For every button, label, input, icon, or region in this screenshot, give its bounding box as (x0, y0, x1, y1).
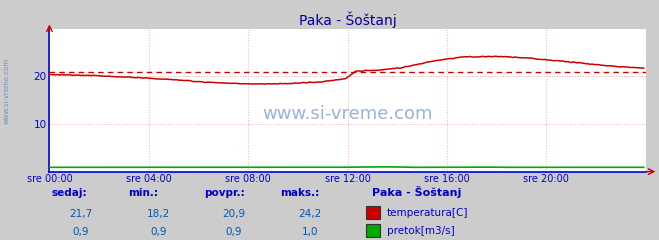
Text: 18,2: 18,2 (146, 209, 170, 219)
Text: min.:: min.: (129, 188, 159, 198)
Text: 0,9: 0,9 (150, 227, 167, 237)
Text: 24,2: 24,2 (298, 209, 322, 219)
Text: 20,9: 20,9 (222, 209, 246, 219)
Text: pretok[m3/s]: pretok[m3/s] (387, 226, 455, 236)
Text: maks.:: maks.: (280, 188, 320, 198)
Text: www.si-vreme.com: www.si-vreme.com (262, 106, 433, 123)
Text: 0,9: 0,9 (225, 227, 243, 237)
Text: Paka - Šoštanj: Paka - Šoštanj (372, 186, 462, 198)
Text: www.si-vreme.com: www.si-vreme.com (3, 58, 10, 124)
Text: 21,7: 21,7 (69, 209, 93, 219)
Text: 0,9: 0,9 (72, 227, 90, 237)
Text: temperatura[C]: temperatura[C] (387, 208, 469, 218)
Title: Paka - Šoštanj: Paka - Šoštanj (299, 11, 397, 28)
Text: povpr.:: povpr.: (204, 188, 245, 198)
Text: 1,0: 1,0 (301, 227, 318, 237)
Text: sedaj:: sedaj: (51, 188, 87, 198)
